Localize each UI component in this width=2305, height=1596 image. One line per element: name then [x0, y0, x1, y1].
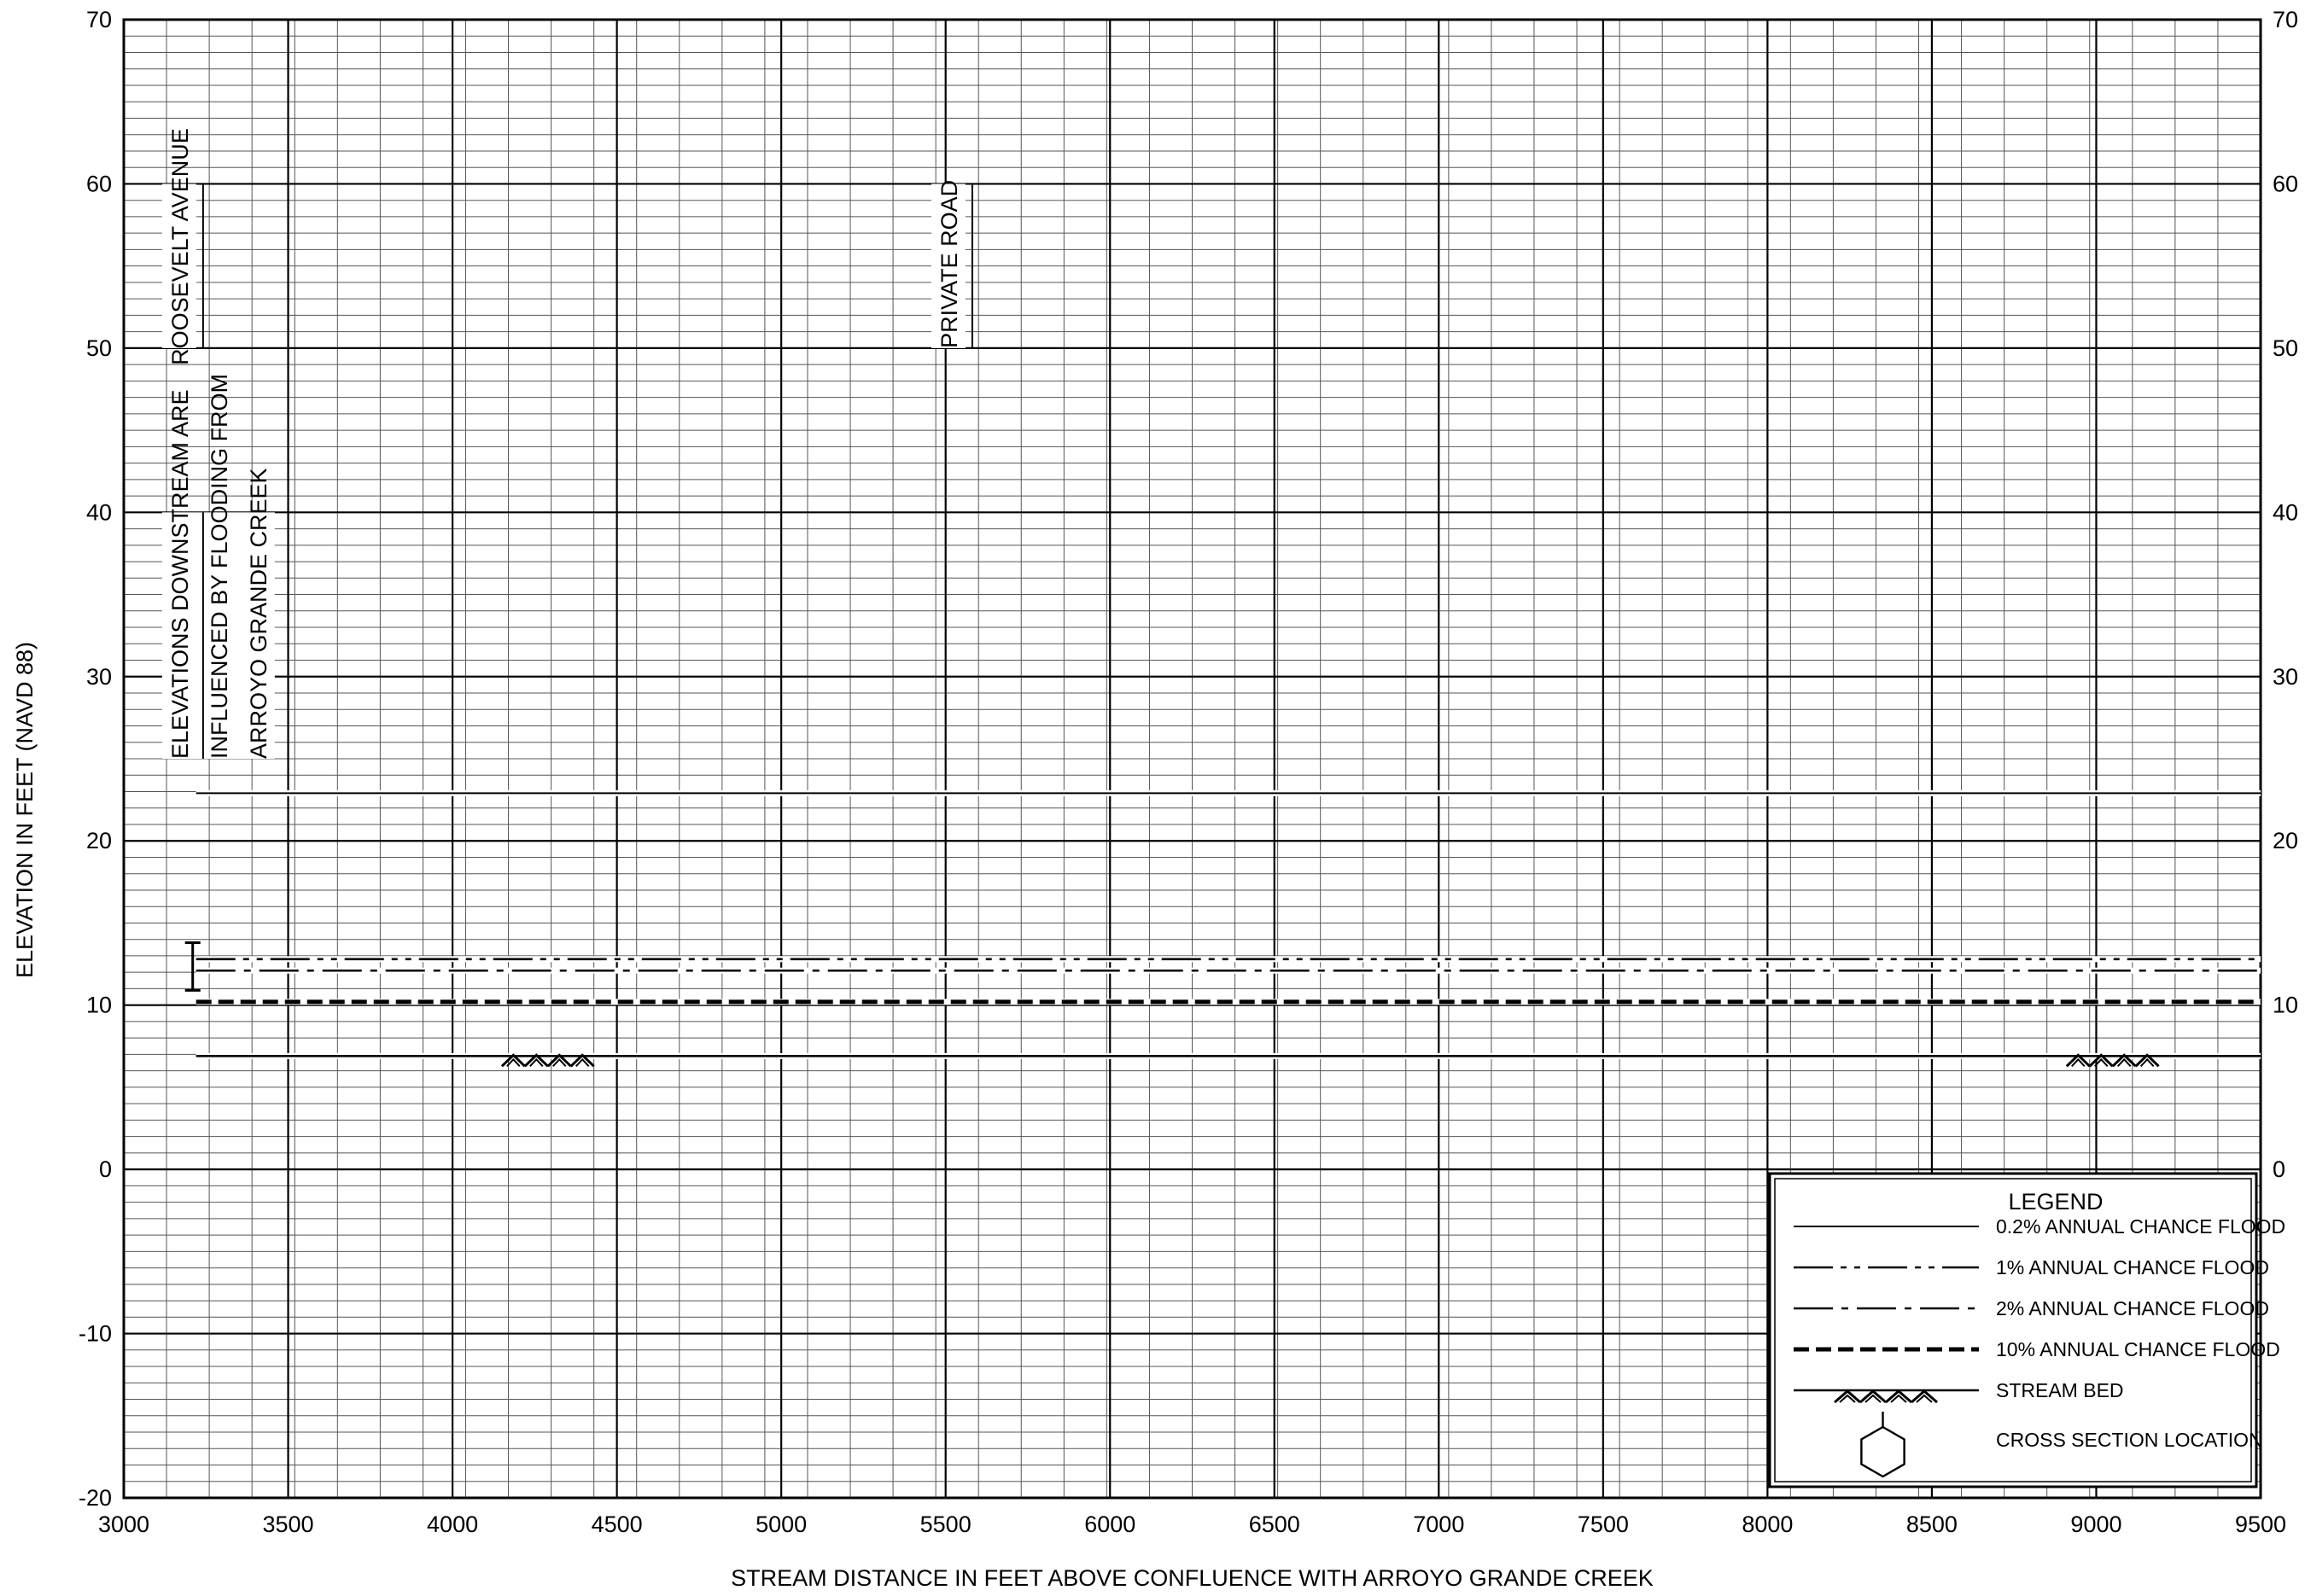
- grid: [122, 18, 2262, 1500]
- y-axis-label: ELEVATION IN FEET (NAVD 88): [12, 642, 38, 978]
- annotation-backing: [161, 512, 275, 759]
- stream-bed-hatch: [1864, 1394, 1882, 1403]
- y-tick-label-left: 70: [86, 7, 112, 32]
- legend-item-label: 0.2% ANNUAL CHANCE FLOOD: [1996, 1215, 2285, 1238]
- stream-bed-hatch: [2094, 1057, 2109, 1068]
- plot-frame: [122, 18, 2262, 1500]
- x-tick-label: 3500: [262, 1512, 313, 1537]
- stream-bed-hatch: [529, 1057, 544, 1068]
- x-tick-label: 9000: [2070, 1512, 2121, 1537]
- y-tick-label-left: 0: [99, 1156, 112, 1182]
- y-tick-label-left: -10: [79, 1321, 112, 1347]
- x-tick-label: 4500: [592, 1512, 643, 1537]
- y-tick-label-right: 70: [2273, 7, 2298, 32]
- x-axis-label: STREAM DISTANCE IN FEET ABOVE CONFLUENCE…: [731, 1565, 1654, 1591]
- stream-bed-hatch: [575, 1057, 590, 1068]
- stream-bed-hatch: [1916, 1394, 1933, 1403]
- stream-bed-hatch: [500, 1053, 526, 1068]
- stream-bed-hatch: [1859, 1389, 1887, 1404]
- stream-bed-hatch: [2065, 1053, 2091, 1068]
- stream-bed-hatch: [546, 1053, 572, 1068]
- annotations: ROOSEVELT AVENUE PRIVATE ROAD ELEVATIONS D…: [161, 128, 973, 759]
- y-tick-label-right: 20: [2273, 828, 2298, 853]
- legend-inner-border: [1774, 1178, 2252, 1482]
- legend-item-label: CROSS SECTION LOCATION: [1996, 1429, 2263, 1451]
- stream-bed-hatch: [2134, 1053, 2160, 1068]
- x-tick-label: 7500: [1578, 1512, 1629, 1537]
- x-tick-label: 6000: [1084, 1512, 1135, 1537]
- series-lines: [184, 789, 2261, 1068]
- legend-title: LEGEND: [2008, 1189, 2103, 1214]
- stream-bed-hatch: [552, 1057, 567, 1068]
- legend-item-label: 2% ANNUAL CHANCE FLOOD: [1996, 1297, 2269, 1319]
- y-tick-label-left: 40: [86, 499, 112, 525]
- annotation-text: ARROYO GRANDE CREEK: [246, 468, 271, 759]
- y-tick-label-left: 30: [86, 664, 112, 690]
- x-tick-label: 6500: [1249, 1512, 1300, 1537]
- legend-item-label: 10% ANNUAL CHANCE FLOOD: [1996, 1338, 2280, 1360]
- y-tick-label-left: -20: [79, 1485, 112, 1511]
- y-tick-label-right: 30: [2273, 664, 2298, 690]
- x-tick-label: 4000: [427, 1512, 478, 1537]
- stream-bed-hatch: [569, 1053, 595, 1068]
- stream-bed-hatch: [2088, 1053, 2114, 1068]
- stream-bed-hatch: [1890, 1394, 1907, 1403]
- legend-item-label: STREAM BED: [1996, 1379, 2124, 1401]
- x-tick-label: 5500: [920, 1512, 972, 1537]
- stream-bed-hatch: [1834, 1389, 1861, 1404]
- y-tick-label-right: 60: [2273, 171, 2298, 196]
- y-tick-label-left: 20: [86, 828, 112, 853]
- x-tick-label: 8500: [1906, 1512, 1958, 1537]
- x-tick-label: 5000: [756, 1512, 807, 1537]
- annotation-text: ROOSEVELT AVENUE: [167, 128, 193, 365]
- stream-bed-hatch: [2139, 1057, 2155, 1068]
- annotation-text: ELEVATIONS DOWNSTREAM ARE: [167, 389, 193, 759]
- stream-bed-hatch: [2071, 1057, 2086, 1068]
- legend-item-label: 1% ANNUAL CHANCE FLOOD: [1996, 1256, 2269, 1279]
- stream-bed-hatch: [1885, 1389, 1912, 1404]
- y-tick-label-right: 50: [2273, 335, 2298, 361]
- y-tick-label-right: 10: [2273, 993, 2298, 1018]
- stream-bed-hatch: [1839, 1394, 1856, 1403]
- y-tick-label-left: 10: [86, 993, 112, 1018]
- annotation-text: INFLUENCED BY FLOODING FROM: [207, 374, 232, 759]
- annotation-backing: [931, 183, 966, 348]
- stream-bed-hatch: [523, 1053, 549, 1068]
- y-tick-label-left: 50: [86, 335, 112, 361]
- plot-border: [122, 18, 2262, 1500]
- x-tick-label: 3000: [98, 1512, 149, 1537]
- stream-bed-hatch: [506, 1057, 521, 1068]
- annotation-backing: [161, 183, 196, 348]
- y-tick-label-left: 60: [86, 171, 112, 196]
- x-tick-label: 9500: [2235, 1512, 2286, 1537]
- stream-bed-hatch: [2116, 1057, 2132, 1068]
- x-tick-label: 7000: [1413, 1512, 1464, 1537]
- annotation-text: PRIVATE ROAD: [937, 180, 962, 348]
- x-tick-label: 8000: [1742, 1512, 1793, 1537]
- tick-labels: 3000 3500 4000 4500 5000 5500 6000 6500 7000 7500…: [79, 7, 2298, 1537]
- y-tick-label-right: 0: [2273, 1156, 2285, 1182]
- stream-bed-hatch: [1911, 1389, 1938, 1404]
- legend-symbol: [1860, 1425, 1905, 1478]
- y-tick-label-right: 40: [2273, 499, 2298, 525]
- stream-bed-hatch: [2111, 1053, 2137, 1068]
